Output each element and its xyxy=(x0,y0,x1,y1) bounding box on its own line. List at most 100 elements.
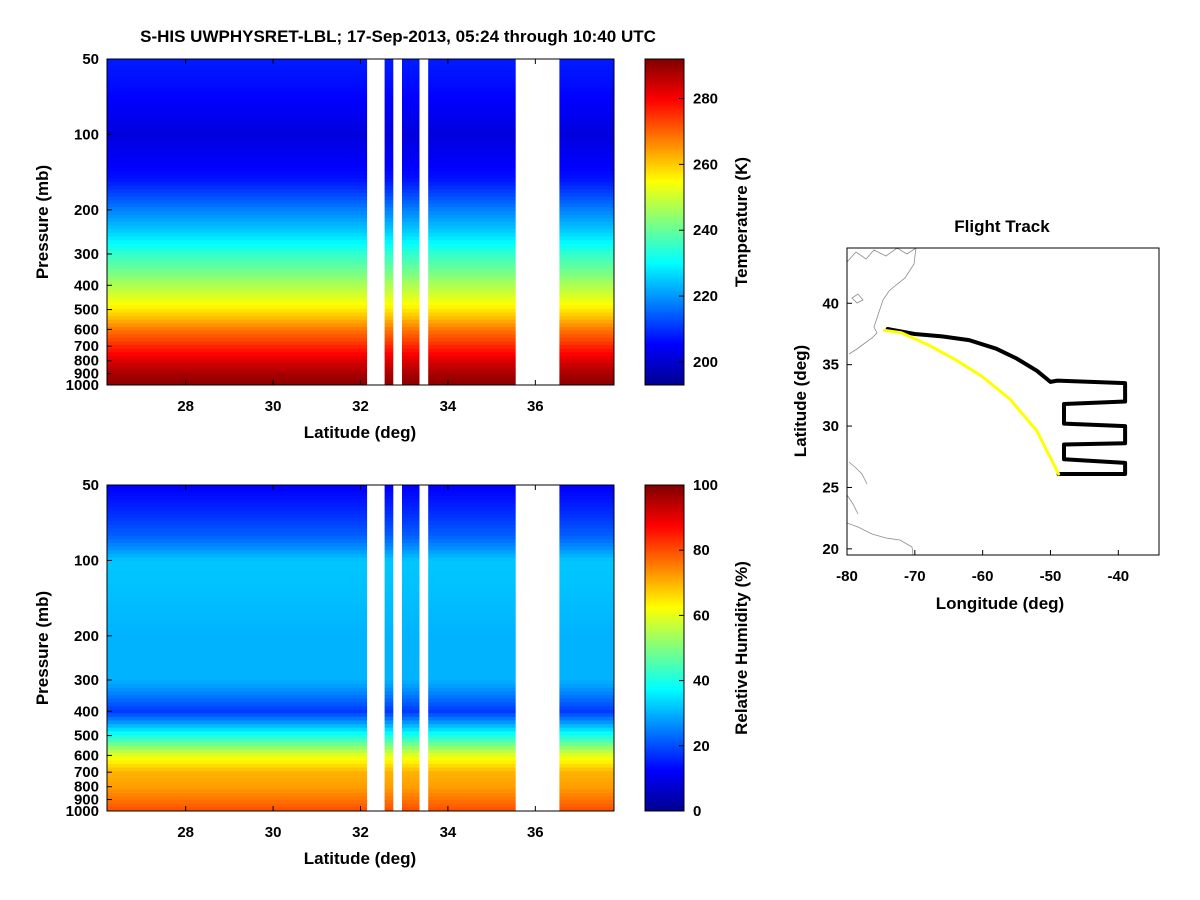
field-band xyxy=(107,366,614,372)
field-band xyxy=(107,651,614,656)
humidity-field xyxy=(107,485,614,811)
colorbar-tick-label: 40 xyxy=(693,673,710,690)
humidity-x-ticks: 28 30 32 34 36 xyxy=(177,485,544,841)
field-band xyxy=(107,182,614,187)
data-gap xyxy=(393,59,402,385)
field-band xyxy=(107,695,614,700)
humidity-colorbar xyxy=(644,484,685,812)
field-band xyxy=(107,561,614,566)
field-band xyxy=(107,582,614,588)
y-tick-label: 400 xyxy=(74,277,99,294)
field-band xyxy=(107,330,614,335)
temperature-field xyxy=(107,59,614,385)
field-band xyxy=(107,319,614,325)
temperature-y-axis-label: Pressure (mb) xyxy=(33,165,52,279)
field-band xyxy=(107,164,614,169)
field-band xyxy=(107,301,614,306)
field-band xyxy=(107,597,614,602)
x-tick-label: 28 xyxy=(177,824,194,841)
colorbar-tick-label: 200 xyxy=(693,354,718,371)
field-band xyxy=(107,66,614,71)
field-band xyxy=(107,535,614,540)
field-band xyxy=(107,629,614,635)
field-band xyxy=(107,203,614,209)
field-band xyxy=(107,734,614,740)
field-band xyxy=(107,377,614,382)
field-band xyxy=(107,495,614,501)
field-band xyxy=(107,604,614,609)
data-gap xyxy=(419,59,429,385)
data-gap xyxy=(515,485,560,811)
field-band xyxy=(107,615,614,620)
humidity-data-gaps xyxy=(367,485,560,811)
field-band xyxy=(107,524,614,530)
field-band xyxy=(107,626,614,631)
field-band xyxy=(107,499,614,504)
y-tick-label: 50 xyxy=(82,477,99,494)
field-band xyxy=(107,84,614,89)
temperature-colorbar-ticks: 200 220 240 260 280 xyxy=(679,91,718,371)
humidity-colorbar-label: Relative Humidity (%) xyxy=(732,561,751,735)
field-band xyxy=(107,73,614,78)
field-band xyxy=(107,666,614,671)
field-band xyxy=(107,258,614,263)
x-tick-label: 36 xyxy=(527,824,544,841)
y-tick-label: 200 xyxy=(74,628,99,645)
field-band xyxy=(107,753,614,758)
field-band xyxy=(107,503,614,508)
y-tick-label: 25 xyxy=(822,479,839,496)
field-band xyxy=(107,608,614,613)
colorbar-tick-label: 20 xyxy=(693,738,710,755)
field-band xyxy=(107,116,614,122)
y-tick-label: 600 xyxy=(74,321,99,338)
field-band xyxy=(107,240,614,245)
field-band xyxy=(107,120,614,125)
field-band xyxy=(107,298,614,303)
field-band xyxy=(107,716,614,722)
y-tick-label: 500 xyxy=(74,728,99,745)
x-tick-label: -70 xyxy=(904,568,926,585)
field-band xyxy=(107,189,614,194)
field-band xyxy=(107,789,614,794)
field-band xyxy=(107,95,614,100)
x-tick-label: 30 xyxy=(265,824,282,841)
x-tick-label: -50 xyxy=(1040,568,1062,585)
field-band xyxy=(107,539,614,544)
field-band xyxy=(107,698,614,703)
field-band xyxy=(107,200,614,205)
x-tick-label: -40 xyxy=(1107,568,1129,585)
y-tick-label: 35 xyxy=(822,357,839,374)
field-band xyxy=(107,637,614,642)
colorbar-tick-label: 260 xyxy=(693,156,718,173)
x-tick-label: 30 xyxy=(265,398,282,415)
field-band xyxy=(107,745,614,751)
field-band xyxy=(107,669,614,674)
field-band xyxy=(107,374,614,379)
field-band xyxy=(107,749,614,754)
y-tick-label: 700 xyxy=(74,764,99,781)
x-tick-label: -80 xyxy=(836,568,858,585)
temperature-panel: 28 30 32 34 36 50 100 200 300 400 500 600700800900… xyxy=(33,51,751,442)
y-tick-label: 1000 xyxy=(66,803,99,820)
flight-track-return xyxy=(882,328,1061,476)
data-gap xyxy=(515,59,560,385)
field-band xyxy=(107,727,614,732)
y-tick-label: 500 xyxy=(74,302,99,319)
field-band xyxy=(107,294,614,299)
y-tick-label: 300 xyxy=(74,672,99,689)
field-band xyxy=(107,102,614,107)
field-band xyxy=(107,218,614,223)
field-band xyxy=(107,207,614,212)
field-band xyxy=(107,568,614,573)
y-tick-label: 400 xyxy=(74,703,99,720)
field-band xyxy=(107,586,614,591)
field-band xyxy=(107,106,614,111)
flight-track-outbound xyxy=(885,327,1128,476)
field-band xyxy=(107,352,614,357)
field-band xyxy=(107,593,614,598)
field-band xyxy=(107,250,614,256)
flight-track-y-axis-label: Latitude (deg) xyxy=(791,345,810,457)
x-tick-label: 32 xyxy=(352,824,369,841)
field-band xyxy=(107,658,614,664)
